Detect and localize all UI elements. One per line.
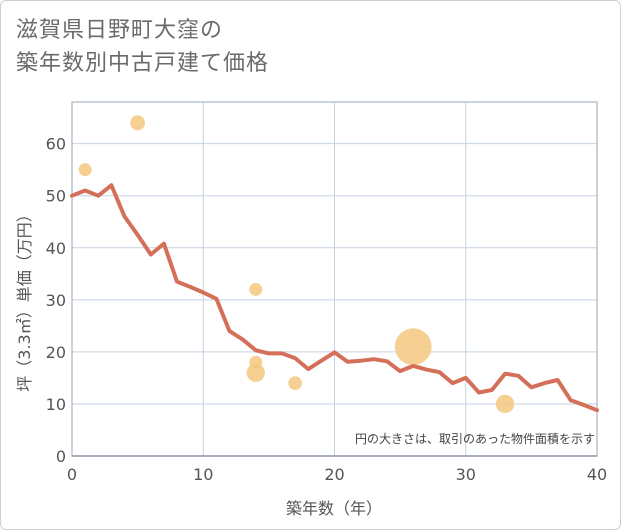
y-tick-label: 40 <box>46 239 66 258</box>
bubble-point <box>495 394 515 414</box>
x-axis-label: 築年数（年） <box>286 499 382 518</box>
y-tick-label: 50 <box>46 187 66 206</box>
chart-title-line-2: 築年数別中古戸建て価格 <box>16 51 270 76</box>
chart-title-line-1: 滋賀県日野町大窪の <box>16 18 224 43</box>
grid <box>72 102 597 456</box>
price-line <box>70 183 599 413</box>
x-tick-label: 10 <box>193 465 213 484</box>
bubble-point <box>130 115 146 131</box>
x-tick-label: 40 <box>587 465 607 484</box>
price-line-series <box>70 183 599 413</box>
bubble-point <box>394 328 432 366</box>
y-tick-label: 20 <box>46 343 66 362</box>
bubble-point <box>246 363 265 382</box>
bubble-size-note: 円の大きさは、取引のあった物件面積を示す <box>355 431 595 446</box>
x-tick-label: 30 <box>456 465 476 484</box>
y-axis-label: 坪（3.3㎡）単価（万円） <box>15 206 34 391</box>
tick-labels: 0 10 20 30 40 0 10 20 30 40 50 60 <box>46 135 608 484</box>
x-tick-label: 20 <box>324 465 344 484</box>
axes <box>71 101 598 457</box>
bubble-point <box>288 376 302 390</box>
bubble-series <box>78 115 515 414</box>
chart-title: 滋賀県日野町大窪の 築年数別中古戸建て価格 <box>16 14 269 80</box>
y-tick-label: 60 <box>46 135 66 154</box>
y-tick-label: 30 <box>46 291 66 310</box>
y-tick-label: 0 <box>56 447 66 466</box>
x-tick-label: 0 <box>67 465 77 484</box>
bubble-point <box>249 282 263 296</box>
bubble-point <box>78 163 92 177</box>
y-tick-label: 10 <box>46 395 66 414</box>
